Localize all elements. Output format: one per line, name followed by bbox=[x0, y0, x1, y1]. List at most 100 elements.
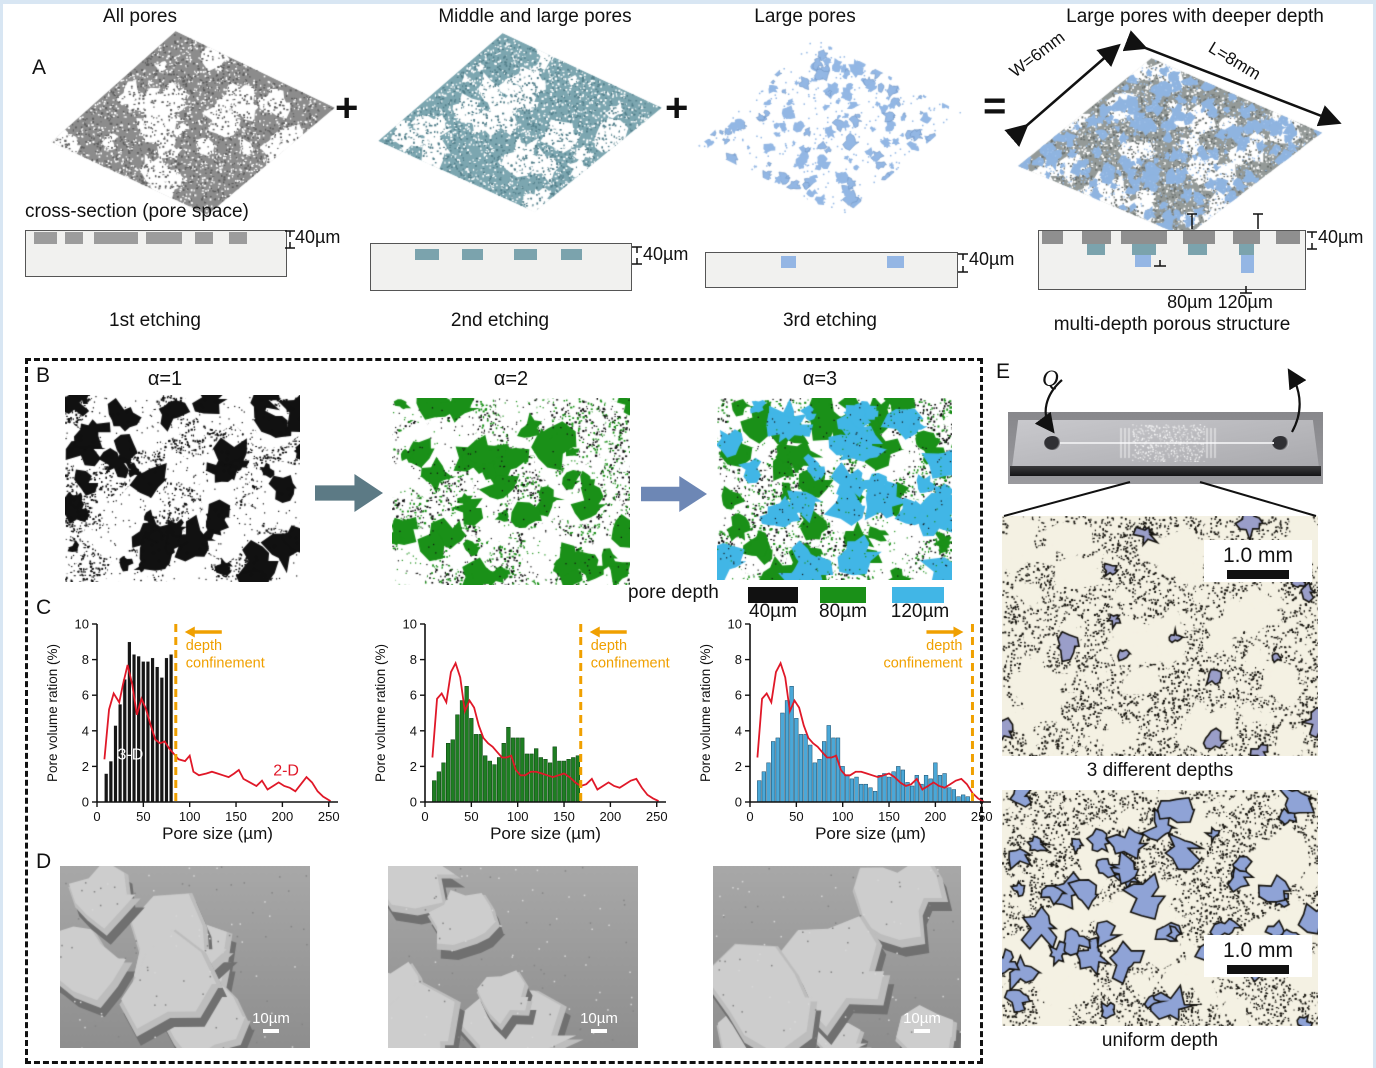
svg-text:200: 200 bbox=[600, 809, 622, 824]
pore-segment bbox=[1081, 231, 1111, 244]
svg-text:6: 6 bbox=[410, 688, 417, 703]
cross-section-2nd-etching bbox=[370, 243, 632, 291]
bar bbox=[534, 748, 539, 803]
svg-text:250: 250 bbox=[971, 809, 993, 824]
svg-text:0: 0 bbox=[735, 795, 742, 810]
sem-image-3 bbox=[713, 866, 961, 1048]
pore-segment bbox=[1187, 244, 1207, 255]
panel-c-label: C bbox=[36, 596, 52, 619]
sem-scale-label-3: 10µm bbox=[903, 1010, 941, 1027]
svg-text:150: 150 bbox=[553, 809, 575, 824]
cs2-depth-marker bbox=[632, 246, 642, 265]
svg-text:8: 8 bbox=[82, 652, 89, 667]
panel-b-label: B bbox=[36, 364, 51, 387]
bar bbox=[492, 764, 497, 803]
pore-segment bbox=[228, 232, 247, 244]
histogram-alpha1: 0 2 4 6 8 10 0 50 100 150 200 250 Pore size (µm) Pore… bbox=[45, 616, 348, 849]
caption-3rd-etching: 3rd etching bbox=[782, 310, 877, 331]
bar bbox=[469, 718, 474, 803]
pore-segment bbox=[1086, 244, 1106, 255]
line-2d bbox=[756, 660, 985, 803]
micro2-scale-label: 1.0 mm bbox=[1222, 939, 1293, 962]
svg-text:6: 6 bbox=[82, 688, 89, 703]
bar bbox=[538, 757, 543, 803]
bar bbox=[459, 700, 465, 803]
pore-map-3d-all-pores bbox=[48, 28, 338, 218]
pore-segment bbox=[65, 232, 84, 244]
pore-segment bbox=[1238, 244, 1255, 255]
right-border bbox=[1373, 0, 1376, 1068]
micro2-caption: uniform depth bbox=[1101, 1030, 1219, 1051]
bar bbox=[882, 773, 887, 803]
bar bbox=[868, 787, 873, 803]
top-border bbox=[0, 0, 1376, 4]
pore-map-3d-middle-large bbox=[375, 30, 665, 215]
bar bbox=[812, 762, 817, 803]
bar bbox=[496, 757, 502, 803]
bar bbox=[826, 725, 831, 803]
bar bbox=[543, 759, 548, 803]
bar bbox=[845, 775, 850, 803]
pore-segment bbox=[1241, 255, 1255, 273]
chip-bottom-edge bbox=[1010, 466, 1321, 476]
bar bbox=[113, 725, 118, 803]
deep-depth-labels: 80µm 120µm bbox=[1167, 292, 1273, 312]
sem-scalebar-2: 10µm bbox=[574, 1010, 624, 1033]
title-all-pores: All pores bbox=[103, 6, 177, 27]
map-title-alpha1: α=1 bbox=[147, 368, 183, 390]
pore-map-3d-multidepth bbox=[1015, 55, 1325, 240]
bar bbox=[566, 759, 571, 803]
bar bbox=[780, 712, 785, 803]
sem-scale-bar-1 bbox=[263, 1029, 279, 1033]
flow-rate-label: Q bbox=[1042, 366, 1059, 391]
bar bbox=[849, 778, 855, 803]
y-axis-label: Pore volume ration (%) bbox=[45, 644, 60, 782]
bar bbox=[529, 753, 534, 803]
chip-outlet-hole bbox=[1272, 436, 1289, 450]
panel-bcd-box bbox=[25, 358, 983, 1064]
map-title-alpha2: α=2 bbox=[493, 368, 529, 390]
legend-label-40um: 40µm bbox=[749, 601, 797, 622]
x-axis-label: Pore size (µm) bbox=[490, 824, 601, 843]
svg-text:4: 4 bbox=[82, 723, 89, 738]
confinement-label-2: confinement bbox=[591, 656, 670, 672]
bar bbox=[854, 776, 859, 803]
caption-2nd-etching: 2nd etching bbox=[450, 310, 550, 331]
bar bbox=[947, 787, 952, 803]
bar bbox=[436, 771, 441, 803]
equals-operator: = bbox=[983, 84, 1007, 128]
panel-a-label: A bbox=[32, 56, 47, 79]
micro2-scalebox: 1.0 mm bbox=[1204, 935, 1312, 978]
plus-operator-2: + bbox=[665, 86, 689, 130]
pore-segment bbox=[93, 232, 138, 244]
micro2-scale-bar bbox=[1226, 965, 1290, 975]
bar bbox=[164, 657, 169, 803]
bar bbox=[487, 760, 492, 803]
pore-depth-map-alpha2 bbox=[392, 398, 630, 585]
cross-section-multidepth bbox=[1038, 230, 1306, 290]
plus-operator-1: + bbox=[335, 86, 359, 130]
bar bbox=[520, 737, 525, 803]
cs3-depth-marker bbox=[958, 253, 968, 273]
sem-scale-label-1: 10µm bbox=[252, 1010, 290, 1027]
pore-segment bbox=[1132, 244, 1157, 255]
svg-text:100: 100 bbox=[507, 809, 529, 824]
line-2d bbox=[103, 664, 332, 802]
bar bbox=[104, 773, 109, 803]
pore-segment bbox=[33, 232, 58, 244]
svg-text:10: 10 bbox=[728, 617, 742, 632]
svg-text:4: 4 bbox=[735, 723, 742, 738]
bar bbox=[450, 739, 455, 803]
histogram-alpha3: 0 2 4 6 8 10 0 50 100 150 200 250 Pore size (µm) Pore… bbox=[698, 616, 1001, 849]
pore-segment bbox=[781, 256, 797, 268]
bar bbox=[473, 734, 479, 803]
bar bbox=[108, 760, 113, 803]
bar bbox=[483, 755, 488, 803]
svg-text:250: 250 bbox=[318, 809, 340, 824]
svg-text:200: 200 bbox=[272, 809, 294, 824]
bar bbox=[441, 762, 446, 803]
